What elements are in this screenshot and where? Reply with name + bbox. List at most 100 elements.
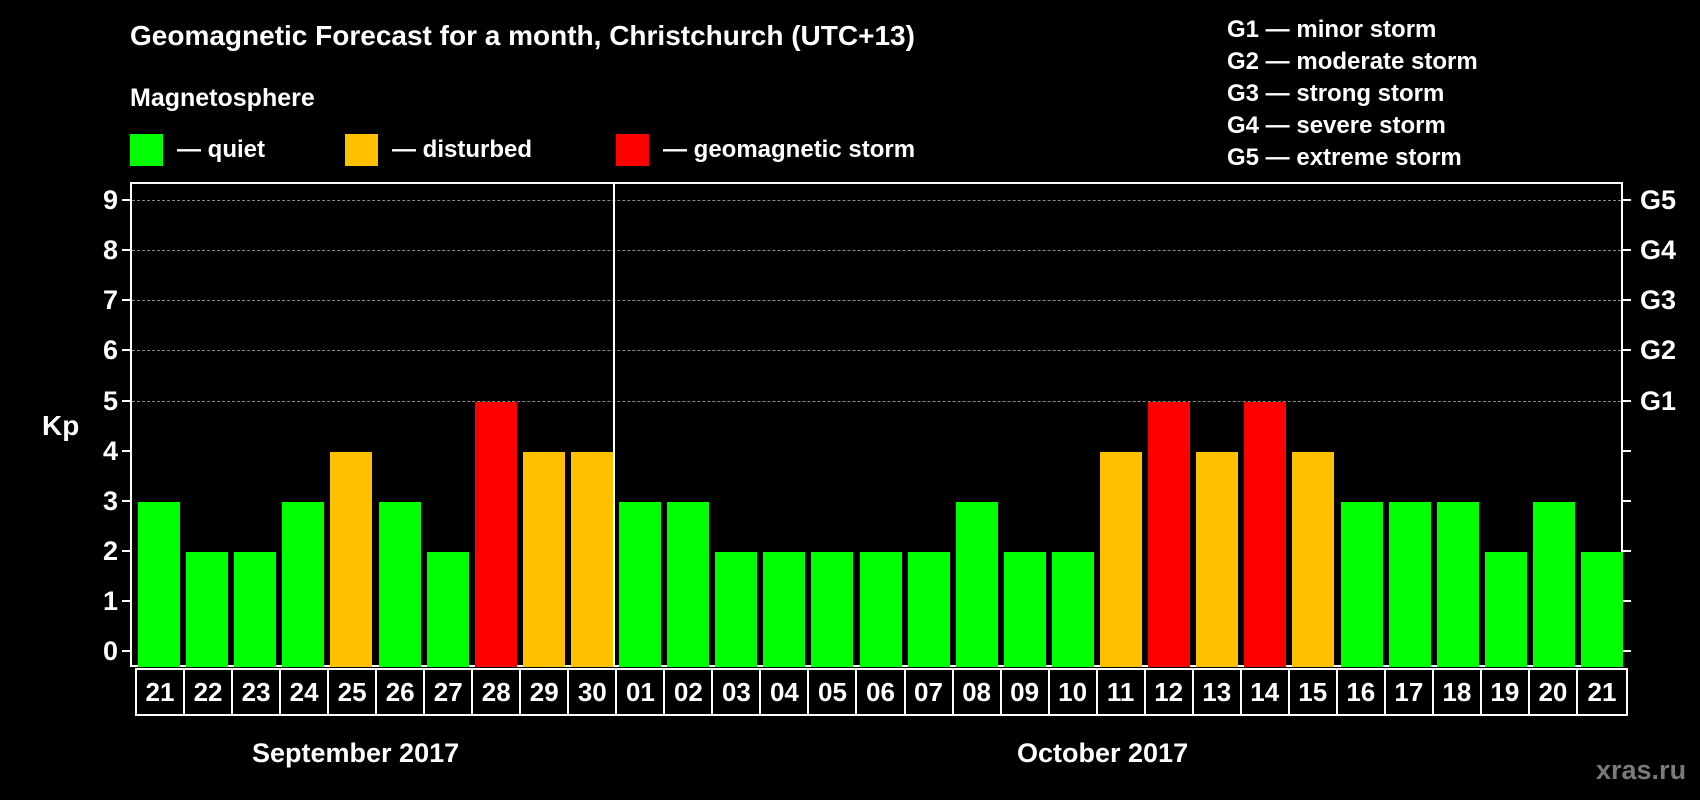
gridline	[132, 250, 1621, 252]
date-cell: 15	[1290, 670, 1338, 714]
month-label-september: September 2017	[252, 738, 460, 768]
y-tick-label: 6	[102, 335, 118, 366]
date-cell: 21	[1587, 676, 1617, 707]
bar-quiet	[619, 501, 661, 667]
y-tick-right	[1622, 499, 1631, 502]
bar-storm	[474, 401, 517, 667]
date-cell: 10	[1050, 670, 1098, 714]
date-cell: 06	[857, 670, 906, 714]
bar-quiet	[955, 501, 998, 667]
gridline	[132, 400, 1621, 402]
bar-quiet	[1484, 551, 1527, 667]
bar-disturbed	[330, 451, 373, 667]
g-scale-label: G1	[1640, 385, 1677, 416]
g-scale-label: G2	[1640, 335, 1677, 366]
y-tick-left	[122, 549, 131, 552]
date-cell: 30	[569, 670, 618, 714]
bar-quiet	[282, 501, 325, 667]
g-legend-g3: G3 — strong storm	[1227, 80, 1445, 107]
y-tick-right	[1622, 449, 1631, 452]
date-cell: 21	[137, 670, 186, 714]
date-cell: 24	[281, 670, 330, 714]
bar-quiet	[1532, 501, 1575, 667]
g-scale-label: G4	[1640, 235, 1677, 266]
bar-quiet	[763, 551, 806, 667]
bar-quiet	[1051, 551, 1094, 667]
bar-disturbed	[1292, 451, 1335, 667]
legend-item-storm: — geomagnetic storm	[616, 134, 915, 166]
y-tick-left	[122, 249, 131, 252]
date-cell: 02	[665, 670, 714, 714]
date-cell: 01	[617, 670, 666, 714]
g-legend-g5: G5 — extreme storm	[1227, 144, 1462, 171]
date-cell: 07	[906, 670, 954, 714]
y-tick-label: 8	[102, 235, 118, 266]
gridline	[132, 200, 1621, 202]
bar-disturbed	[1196, 451, 1239, 667]
g-legend-g2: G2 — moderate storm	[1227, 48, 1478, 75]
date-cell: 08	[954, 670, 1002, 714]
bar-quiet	[715, 551, 758, 667]
bar-storm	[1148, 401, 1191, 667]
y-tick-label: 9	[102, 185, 118, 216]
y-tick-label: 4	[102, 435, 118, 466]
gridline	[132, 300, 1621, 302]
y-tick-left	[122, 299, 131, 302]
y-tick-label: 7	[102, 285, 118, 316]
date-cell: 03	[713, 670, 762, 714]
date-cell: 05	[809, 670, 858, 714]
watermark: xras.ru	[1596, 755, 1687, 785]
bar-quiet	[186, 551, 229, 667]
date-cell: 09	[1002, 670, 1050, 714]
date-cell: 16	[1338, 670, 1386, 714]
y-tick-right	[1622, 199, 1631, 202]
legend-swatch-disturbed	[345, 134, 378, 166]
y-tick-left	[122, 499, 131, 502]
g-scale-label: G5	[1640, 185, 1677, 216]
y-tick-left	[122, 399, 131, 402]
date-cell: 11	[1098, 670, 1146, 714]
y-tick-right	[1622, 399, 1631, 402]
date-cell: 04	[761, 670, 810, 714]
y-tick-label: 1	[102, 585, 118, 616]
date-cell: 23	[233, 670, 282, 714]
y-tick-label: 0	[102, 636, 118, 666]
bar-quiet	[378, 501, 421, 667]
bar-disturbed	[1100, 451, 1142, 667]
legend-label-quiet: — quiet	[177, 136, 265, 163]
y-tick-right	[1622, 599, 1631, 602]
y-tick-right	[1622, 249, 1631, 252]
date-cell: 28	[473, 670, 522, 714]
bar-quiet	[811, 551, 854, 667]
date-cell: 18	[1434, 670, 1482, 714]
y-tick-left	[122, 199, 131, 202]
y-tick-right	[1622, 650, 1631, 652]
date-cell: 12	[1146, 670, 1194, 714]
y-axis-label: Kp	[42, 410, 80, 441]
legend-item-quiet: — quiet	[130, 134, 265, 166]
y-tick-label: 2	[102, 535, 118, 566]
bar-quiet	[1003, 551, 1046, 667]
date-cell: 19	[1482, 670, 1530, 714]
date-cell: 25	[329, 670, 378, 714]
legend-label-disturbed: — disturbed	[392, 136, 533, 163]
y-tick-left	[122, 349, 131, 352]
legend-swatch-storm	[616, 134, 649, 166]
g-legend-g1: G1 — minor storm	[1227, 16, 1437, 43]
y-tick-label: 5	[102, 385, 118, 416]
date-cell: 20	[1530, 670, 1578, 714]
bar-quiet	[907, 551, 950, 667]
bar-quiet	[1388, 501, 1431, 667]
date-cell: 26	[377, 670, 426, 714]
bar-quiet	[426, 551, 469, 667]
legend-swatch-quiet	[130, 134, 163, 166]
month-label-october: October 2017	[1017, 738, 1189, 768]
legend-item-disturbed: — disturbed	[345, 134, 532, 166]
date-cell: 14	[1242, 670, 1290, 714]
date-row: 21 22 23 24 25 26 27 28 29 30 01 02 03 04 05 06 07 08 09 10…	[135, 668, 1629, 716]
g-scale-legend: G1 — minor storm G2 — moderate storm G3 …	[1227, 14, 1478, 174]
chart-subtitle: Magnetosphere	[130, 84, 315, 112]
bar-quiet	[859, 551, 902, 667]
bar-quiet	[1436, 501, 1479, 667]
gridline	[132, 350, 1621, 352]
